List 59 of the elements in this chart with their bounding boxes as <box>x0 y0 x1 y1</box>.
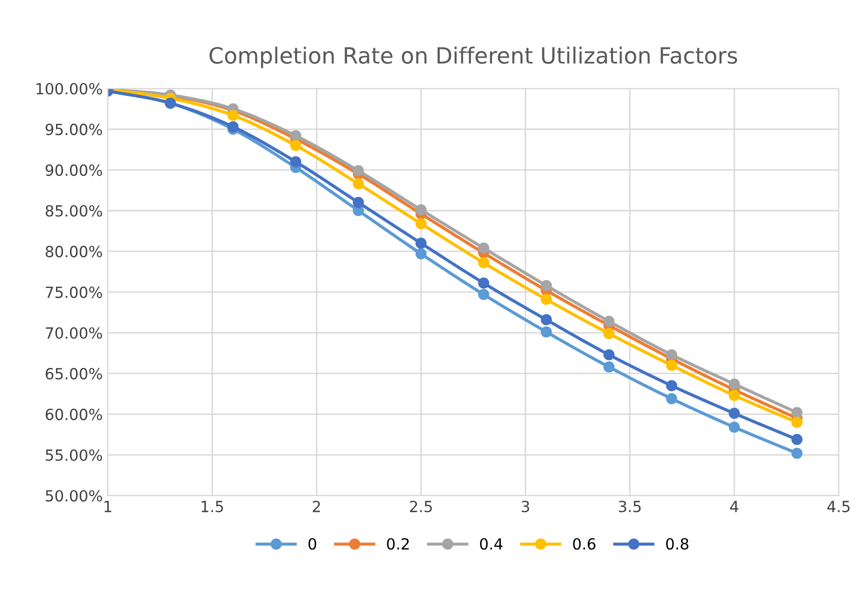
y-tick-label: 80.00% <box>46 246 102 258</box>
point <box>228 110 239 121</box>
point <box>290 130 302 142</box>
point <box>603 361 615 373</box>
point <box>290 140 302 152</box>
x-tick-label: 2 <box>312 500 320 512</box>
point <box>666 360 678 371</box>
point <box>478 278 490 289</box>
point <box>540 294 552 305</box>
point <box>728 422 740 433</box>
point <box>540 314 552 326</box>
point <box>228 121 239 132</box>
point <box>666 349 678 360</box>
point <box>478 242 490 254</box>
point <box>352 165 364 176</box>
y-tick-label: 90.00% <box>46 164 102 176</box>
point <box>666 393 678 404</box>
y-tick-label: 65.00% <box>46 368 102 380</box>
x-tick-label: 3 <box>522 500 530 512</box>
legend-label: 0.4 <box>480 538 502 550</box>
point <box>666 380 678 392</box>
point <box>415 218 427 230</box>
point <box>728 378 740 390</box>
point <box>603 316 615 327</box>
point <box>791 448 803 459</box>
point <box>728 408 740 419</box>
y-tick-label: 60.00% <box>46 408 102 420</box>
legend-label: 0.2 <box>386 538 409 550</box>
point <box>478 288 490 300</box>
point <box>415 248 427 260</box>
x-tick-label: 1.5 <box>202 500 223 512</box>
point <box>540 326 552 338</box>
legend-label: 0 <box>308 538 316 550</box>
y-tick-label: 95.00% <box>46 124 102 136</box>
point <box>791 434 803 445</box>
point <box>728 390 740 402</box>
legend-label: 0.6 <box>573 538 596 550</box>
y-tick-label: 85.00% <box>46 205 102 217</box>
x-tick-label: 3.5 <box>618 500 641 512</box>
point <box>540 280 552 292</box>
y-tick-label: 50.00% <box>46 490 102 502</box>
point <box>603 328 615 340</box>
point <box>415 238 427 249</box>
y-tick-label: 75.00% <box>46 286 102 298</box>
point <box>603 349 615 360</box>
point <box>352 196 364 208</box>
x-tick-label: 2.5 <box>410 500 432 512</box>
x-tick-label: 4 <box>730 500 738 512</box>
x-tick-label: 4.5 <box>827 500 850 512</box>
legend-label: 0.8 <box>666 538 688 550</box>
point <box>352 178 364 190</box>
point <box>478 257 490 268</box>
point <box>415 204 427 216</box>
x-tick-label: 1 <box>104 500 112 512</box>
y-tick-label: 100.00% <box>36 82 102 95</box>
point <box>290 156 302 168</box>
chart-title: Completion Rate on Different Utilization Factors <box>210 46 738 68</box>
y-tick-label: 70.00% <box>46 327 102 339</box>
y-tick-label: 55.00% <box>46 449 102 461</box>
